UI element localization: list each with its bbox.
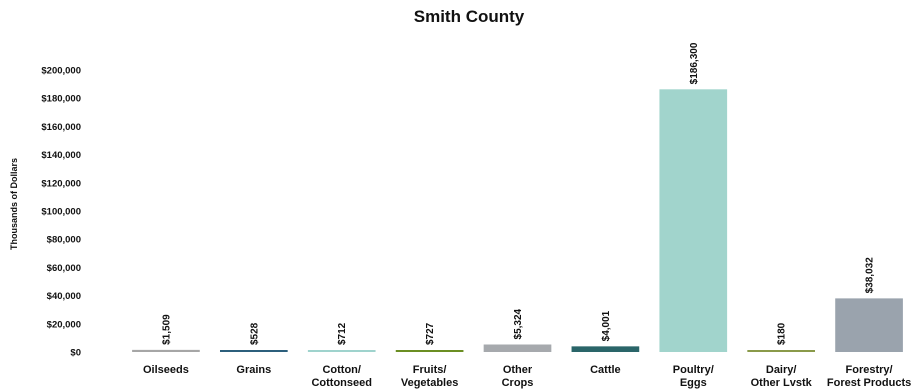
y-tick-label: $160,000 [41,122,81,133]
x-tick-label: Cotton/Cottonseed [311,364,372,389]
data-label: $180 [777,322,788,345]
y-tick-label: $60,000 [47,263,81,274]
y-tick-label: $40,000 [47,291,81,302]
chart-title: Smith County [414,7,525,26]
data-labels: $1,509 $528 $712 $727 $5,324 $4,001 $186,300 $1… [161,42,875,345]
x-tick-label: Dairy/Other Lvstk [751,364,813,389]
y-tick-label: $200,000 [41,66,81,77]
x-tick-label: Other Crops [502,364,534,389]
y-tick-label: $100,000 [41,207,81,218]
x-tick-label: Oilseeds [143,364,189,376]
bar [307,350,376,352]
y-axis-label: Thousands of Dollars [9,158,19,250]
y-tick-label: $140,000 [41,150,81,161]
bar [747,350,816,352]
x-tick-label: Poultry/Eggs [673,364,714,389]
x-tick-label: Fruits/Vegetables [401,364,458,389]
data-label: $1,509 [161,314,172,345]
x-tick-label: Forestry/Forest Products [827,364,911,389]
x-axis-ticks: Oilseeds Grains Cotton/Cottonseed Fruits/Ve… [143,364,911,389]
data-label: $727 [425,322,436,345]
y-axis-ticks: $0 $20,000 $40,000 $60,000 $80,000 $100,000 $1… [41,66,81,359]
y-tick-label: $0 [70,348,81,359]
bar [483,344,552,352]
bar [659,89,728,352]
bar [571,346,640,352]
bars [132,89,903,352]
bar [835,298,903,352]
data-label: $528 [249,322,260,345]
y-tick-label: $20,000 [47,319,81,330]
bar [395,350,464,352]
x-tick-label: Cattle [590,364,621,376]
data-label: $712 [337,322,348,345]
y-tick-label: $180,000 [41,94,81,105]
data-label: $186,300 [689,42,700,84]
bar [132,349,200,352]
y-tick-label: $80,000 [47,235,81,246]
data-label: $5,324 [513,308,524,339]
y-tick-label: $120,000 [41,178,81,189]
data-label: $38,032 [865,257,876,294]
bar [219,350,288,352]
data-label: $4,001 [601,310,612,341]
x-tick-label: Grains [236,364,271,376]
